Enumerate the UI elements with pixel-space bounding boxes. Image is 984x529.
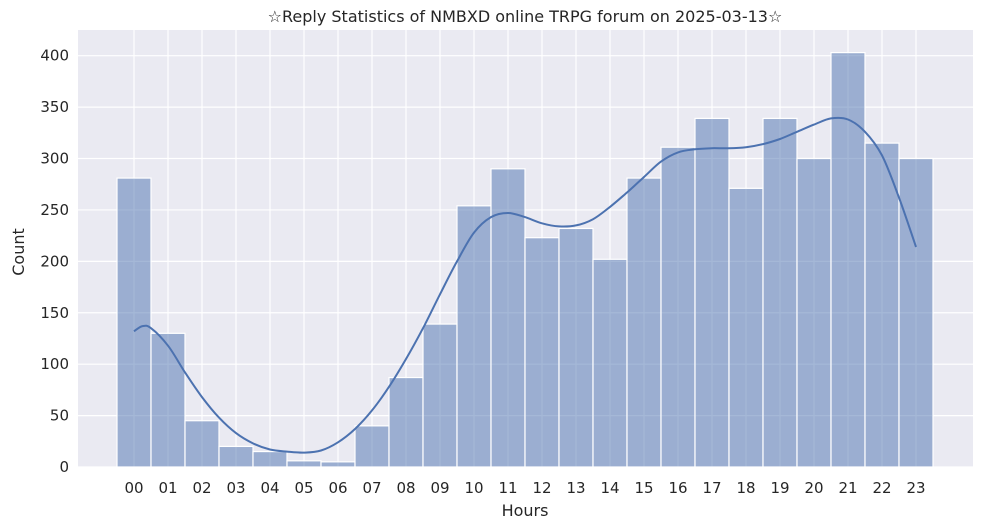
bar-08 <box>388 376 424 468</box>
bar-14 <box>592 258 628 468</box>
bar-12 <box>524 237 560 468</box>
x-tick-label-12: 12 <box>532 479 551 497</box>
x-tick-label-10: 10 <box>464 479 483 497</box>
bar-03 <box>218 445 254 468</box>
bar-19 <box>762 117 798 468</box>
bar-18 <box>728 187 764 468</box>
y-axis-label: Count <box>9 228 28 276</box>
x-tick-label-16: 16 <box>668 479 687 497</box>
y-tick-label-4: 200 <box>40 252 69 270</box>
bar-23 <box>898 157 934 468</box>
bar-07 <box>354 425 390 468</box>
bar-20 <box>796 157 832 468</box>
chart-title: ☆Reply Statistics of NMBXD online TRPG f… <box>268 7 783 26</box>
bars <box>116 52 934 468</box>
x-tick-label-20: 20 <box>804 479 823 497</box>
y-tick-label-2: 100 <box>40 355 69 373</box>
bar-09 <box>422 323 458 468</box>
x-tick-label-13: 13 <box>566 479 585 497</box>
x-tick-label-23: 23 <box>906 479 925 497</box>
x-tick-label-07: 07 <box>362 479 381 497</box>
x-tick-label-09: 09 <box>430 479 449 497</box>
x-tick-label-15: 15 <box>634 479 653 497</box>
x-tick-label-06: 06 <box>328 479 347 497</box>
x-tick-label-19: 19 <box>770 479 789 497</box>
bar-21 <box>830 52 866 468</box>
bar-04 <box>252 450 288 468</box>
bar-10 <box>456 205 492 468</box>
y-tick-label-1: 50 <box>50 407 69 425</box>
y-tick-label-7: 350 <box>40 98 69 116</box>
bar-15 <box>626 177 662 468</box>
y-tick-label-8: 400 <box>40 47 69 65</box>
bar-17 <box>694 117 730 468</box>
x-axis-label: Hours <box>502 501 549 520</box>
bar-06 <box>320 461 356 468</box>
bar-11 <box>490 168 526 468</box>
x-tick-label-02: 02 <box>192 479 211 497</box>
x-tick-label-01: 01 <box>158 479 177 497</box>
x-tick-label-21: 21 <box>838 479 857 497</box>
y-tick-label-5: 250 <box>40 201 69 219</box>
x-tick-label-11: 11 <box>498 479 517 497</box>
bar-01 <box>150 332 186 468</box>
bar-05 <box>286 460 322 468</box>
x-tick-label-08: 08 <box>396 479 415 497</box>
bar-16 <box>660 146 696 468</box>
y-tick-label-0: 0 <box>59 458 69 476</box>
x-tick-label-00: 00 <box>124 479 143 497</box>
y-tick-label-3: 150 <box>40 304 69 322</box>
bar-13 <box>558 227 594 468</box>
x-tick-label-03: 03 <box>226 479 245 497</box>
bar-00 <box>116 177 152 468</box>
x-tick-label-17: 17 <box>702 479 721 497</box>
kde-line <box>133 116 917 454</box>
x-tick-label-04: 04 <box>260 479 279 497</box>
bar-02 <box>184 420 220 468</box>
x-tick-label-05: 05 <box>294 479 313 497</box>
x-tick-labels: 00 01 02 03 04 05 06 07 08 09 10 11 12 13 14 15 16 17 18 19… <box>124 479 925 497</box>
y-tick-label-6: 300 <box>40 150 69 168</box>
x-tick-label-14: 14 <box>600 479 619 497</box>
bar-22 <box>864 142 900 468</box>
y-tick-labels: 0 50 100 150 200 250 300 350 400 <box>40 47 69 476</box>
x-tick-label-18: 18 <box>736 479 755 497</box>
x-tick-label-22: 22 <box>872 479 891 497</box>
